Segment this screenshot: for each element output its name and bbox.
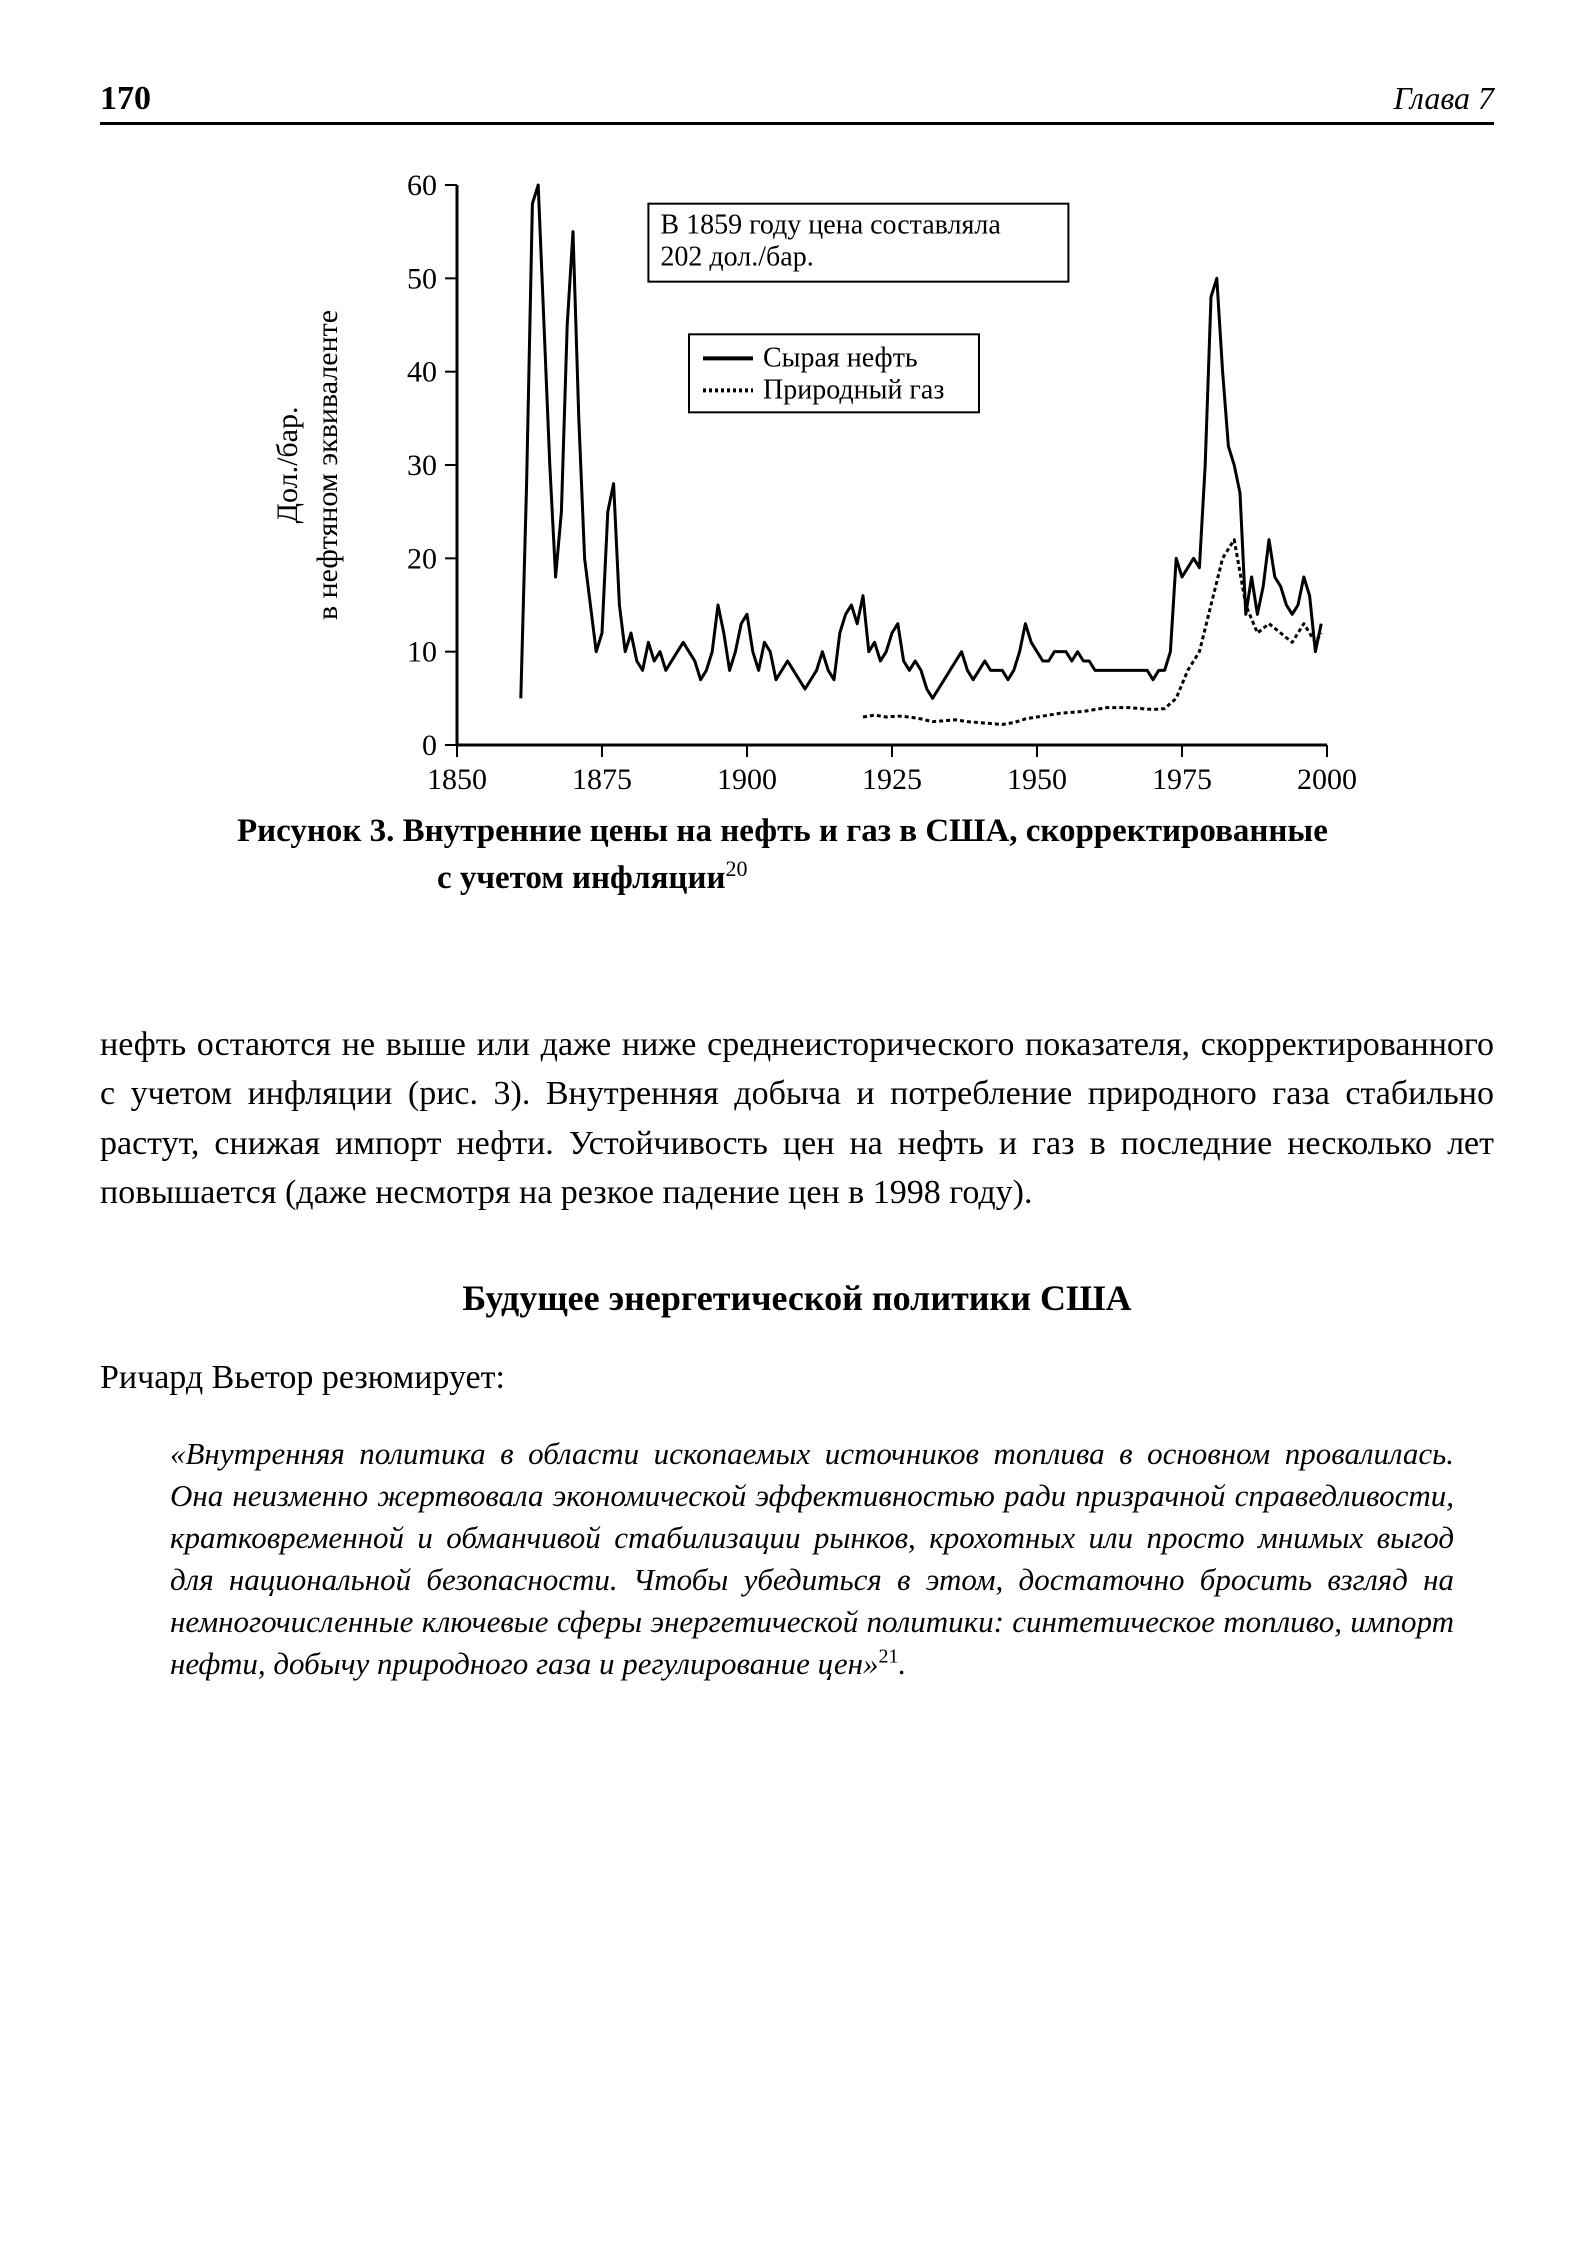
price-chart: 0 10 20 30 40 50 60 1850 1875 1900 1925 1950 1975 200… bbox=[237, 165, 1357, 805]
author-intro: Ричард Вьетор резюмирует: bbox=[100, 1359, 1494, 1397]
caption-line1: Рисунок 3. Внутренние цены на нефть и га… bbox=[237, 813, 1328, 849]
svg-text:1950: 1950 bbox=[1007, 763, 1067, 796]
svg-text:10: 10 bbox=[407, 636, 437, 669]
body-paragraph: нефть остаются не выше или даже ниже сре… bbox=[100, 1020, 1494, 1217]
svg-text:40: 40 bbox=[407, 356, 437, 389]
page-number: 170 bbox=[100, 80, 151, 118]
svg-text:В 1859 году цена составляла: В 1859 году цена составляла bbox=[660, 210, 1001, 241]
svg-text:30: 30 bbox=[407, 449, 437, 482]
chapter-title: Глава 7 bbox=[1393, 80, 1494, 117]
svg-text:Природный газ: Природный газ bbox=[763, 374, 944, 405]
caption-footnote: 20 bbox=[725, 856, 747, 881]
svg-text:1975: 1975 bbox=[1152, 763, 1212, 796]
quote-block: «Внутренняя политика в области ископаемы… bbox=[100, 1433, 1494, 1684]
svg-text:2000: 2000 bbox=[1297, 763, 1357, 796]
svg-text:1925: 1925 bbox=[862, 763, 922, 796]
svg-text:20: 20 bbox=[407, 542, 437, 575]
quote-period: . bbox=[899, 1646, 907, 1681]
figure-caption: Рисунок 3. Внутренние цены на нефть и га… bbox=[237, 809, 1357, 900]
svg-text:60: 60 bbox=[407, 169, 437, 202]
svg-text:в нефтяном эквиваленте: в нефтяном эквиваленте bbox=[311, 310, 344, 620]
svg-text:1900: 1900 bbox=[717, 763, 777, 796]
svg-text:Дол./бар.: Дол./бар. bbox=[271, 407, 304, 524]
caption-line2: с учетом инфляции bbox=[437, 860, 725, 896]
section-heading: Будущее энергетической политики США bbox=[100, 1277, 1494, 1319]
svg-text:202 дол./бар.: 202 дол./бар. bbox=[660, 242, 813, 273]
svg-text:0: 0 bbox=[422, 729, 437, 762]
svg-text:1850: 1850 bbox=[427, 763, 487, 796]
svg-text:50: 50 bbox=[407, 262, 437, 295]
svg-text:Сырая нефть: Сырая нефть bbox=[763, 342, 918, 373]
svg-text:1875: 1875 bbox=[572, 763, 632, 796]
figure-3: 0 10 20 30 40 50 60 1850 1875 1900 1925 1950 1975 200… bbox=[237, 165, 1357, 900]
quote-text: «Внутренняя политика в области ископаемы… bbox=[170, 1436, 1454, 1680]
page-header: 170 Глава 7 bbox=[100, 80, 1494, 125]
quote-footnote: 21 bbox=[879, 1645, 899, 1667]
